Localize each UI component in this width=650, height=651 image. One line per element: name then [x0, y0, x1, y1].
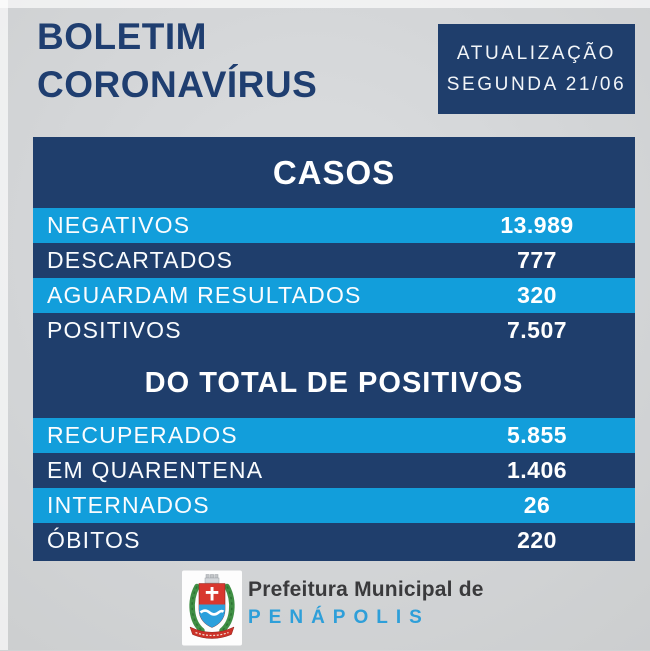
row-value: 220: [517, 527, 557, 553]
row-value: 26: [523, 492, 551, 518]
table-row-positivos: POSITIVOS 7.507: [33, 313, 635, 348]
row-label: NEGATIVOS: [47, 212, 191, 238]
row-label: AGUARDAM RESULTADOS: [47, 282, 362, 308]
row-label: DESCARTADOS: [47, 247, 234, 273]
table-row-obitos: ÓBITOS 220: [33, 523, 635, 558]
bulletin-title-line2: CORONAVÍRUS: [37, 64, 318, 105]
row-label: INTERNADOS: [47, 492, 210, 518]
row-label: EM QUARENTENA: [47, 457, 264, 483]
table-row-descartados: DESCARTADOS 777: [33, 243, 635, 278]
row-value: 320: [517, 282, 557, 308]
table-row-em-quarentena: EM QUARENTENA 1.406: [33, 453, 635, 488]
update-badge-line1: ATUALIZAÇÃO: [456, 43, 617, 64]
table-row-aguardam-resultados: AGUARDAM RESULTADOS 320: [33, 278, 635, 313]
row-value: 777: [517, 247, 557, 273]
update-date-badge: ATUALIZAÇÃO SEGUNDA 21/06: [438, 24, 635, 114]
row-value: 1.406: [506, 457, 568, 483]
row-value: 13.989: [500, 212, 574, 238]
row-label: ÓBITOS: [47, 527, 141, 553]
frame-edge-left: [0, 0, 8, 650]
city-coat-of-arms-icon: [182, 570, 242, 646]
cases-panel: CASOS NEGATIVOS 13.989 DESCARTADOS 777 A…: [33, 137, 635, 561]
section-title-casos: CASOS: [272, 153, 396, 191]
table-row-recuperados: RECUPERADOS 5.855: [33, 418, 635, 453]
row-label: RECUPERADOS: [47, 422, 238, 448]
frame-edge-top: [0, 0, 650, 8]
bulletin-title: BOLETIM CORONAVÍRUS: [37, 13, 317, 109]
table-row-negativos: NEGATIVOS 13.989: [33, 208, 635, 243]
bulletin-title-line1: BOLETIM: [37, 16, 207, 57]
row-label: POSITIVOS: [47, 317, 182, 343]
row-value: 7.507: [506, 317, 568, 343]
org-name-line2: PENÁPOLIS: [248, 607, 430, 628]
section-title-do-total-de-positivos: DO TOTAL DE POSITIVOS: [144, 366, 524, 399]
update-badge-line2: SEGUNDA 21/06: [446, 74, 627, 95]
city-hall-wordmark: Prefeitura Municipal de PENÁPOLIS: [248, 578, 484, 629]
row-value: 5.855: [506, 422, 568, 448]
org-name-line1: Prefeitura Municipal de: [248, 578, 484, 601]
table-row-internados: INTERNADOS 26: [33, 488, 635, 523]
